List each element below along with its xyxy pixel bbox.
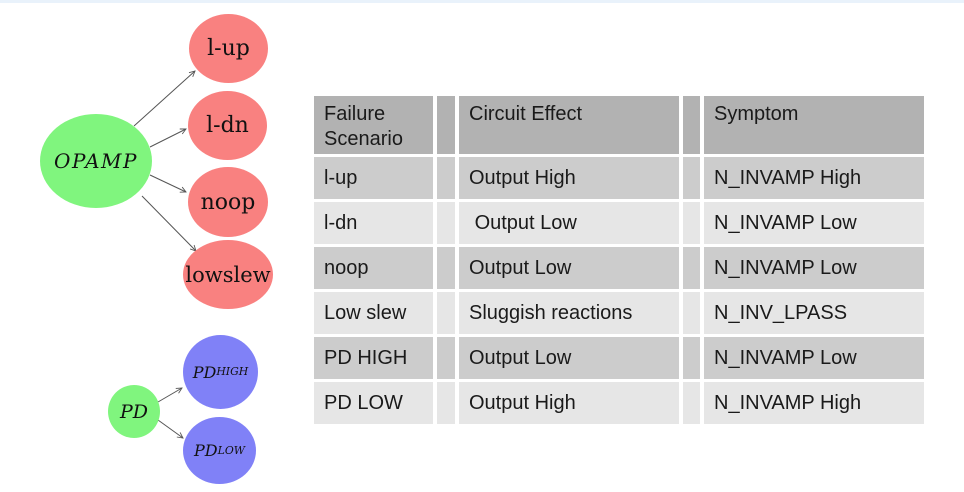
node-opamp: OPAMP bbox=[40, 114, 152, 208]
row-spacer bbox=[683, 202, 700, 244]
pd-high-main: PD bbox=[192, 362, 217, 382]
cell-symptom: N_INVAMP High bbox=[704, 157, 924, 199]
row-spacer bbox=[437, 337, 455, 379]
cell-effect: Output High bbox=[459, 157, 679, 199]
row-spacer bbox=[683, 292, 700, 334]
header-symptom: Symptom bbox=[704, 96, 924, 154]
row-spacer bbox=[683, 247, 700, 289]
header-spacer-1 bbox=[437, 96, 455, 154]
row-spacer bbox=[437, 202, 455, 244]
row-spacer bbox=[683, 337, 700, 379]
node-failure-lup: l-up bbox=[189, 14, 268, 83]
cell-effect: Output Low bbox=[459, 247, 679, 289]
top-strip bbox=[0, 0, 964, 3]
arrow-pd-pdlow bbox=[157, 419, 184, 439]
row-spacer bbox=[683, 382, 700, 424]
fault-diagram: OPAMP l-up l-dn noop lowslew PD PD HIGH P… bbox=[0, 0, 320, 492]
arrow-opamp-lowslew bbox=[141, 195, 197, 252]
row-spacer bbox=[437, 247, 455, 289]
node-pd-low: PD LOW bbox=[183, 417, 256, 484]
row-spacer bbox=[437, 157, 455, 199]
arrow-opamp-noop bbox=[149, 174, 187, 193]
node-failure-ldn: l-dn bbox=[188, 91, 267, 160]
cell-scenario: PD LOW bbox=[314, 382, 433, 424]
cell-effect: Output Low bbox=[459, 202, 679, 244]
cell-scenario: noop bbox=[314, 247, 433, 289]
cell-symptom: N_INVAMP High bbox=[704, 382, 924, 424]
cell-symptom: N_INVAMP Low bbox=[704, 337, 924, 379]
cell-scenario: l-dn bbox=[314, 202, 433, 244]
header-circuit-effect: Circuit Effect bbox=[459, 96, 679, 154]
node-pd: PD bbox=[108, 385, 160, 438]
row-spacer bbox=[437, 382, 455, 424]
cell-symptom: N_INVAMP Low bbox=[704, 247, 924, 289]
header-failure-scenario: Failure Scenario bbox=[314, 96, 433, 154]
connector-arrows bbox=[133, 70, 197, 439]
arrow-pd-pdhigh bbox=[157, 387, 183, 403]
cell-scenario: Low slew bbox=[314, 292, 433, 334]
cell-effect: Output High bbox=[459, 382, 679, 424]
node-failure-noop: noop bbox=[188, 167, 268, 237]
cell-scenario: l-up bbox=[314, 157, 433, 199]
node-pd-high: PD HIGH bbox=[183, 335, 258, 409]
pd-low-main: PD bbox=[194, 441, 218, 460]
arrow-opamp-ldn bbox=[149, 128, 187, 148]
row-spacer bbox=[437, 292, 455, 334]
cell-effect: Sluggish reactions bbox=[459, 292, 679, 334]
cell-symptom: N_INV_LPASS bbox=[704, 292, 924, 334]
row-spacer bbox=[683, 157, 700, 199]
cell-symptom: N_INVAMP Low bbox=[704, 202, 924, 244]
cell-scenario: PD HIGH bbox=[314, 337, 433, 379]
failure-table: Failure Scenario Circuit Effect Symptom … bbox=[314, 96, 924, 424]
header-spacer-2 bbox=[683, 96, 700, 154]
arrow-opamp-lup bbox=[133, 70, 196, 127]
cell-effect: Output Low bbox=[459, 337, 679, 379]
node-failure-lowslew: lowslew bbox=[183, 240, 273, 309]
